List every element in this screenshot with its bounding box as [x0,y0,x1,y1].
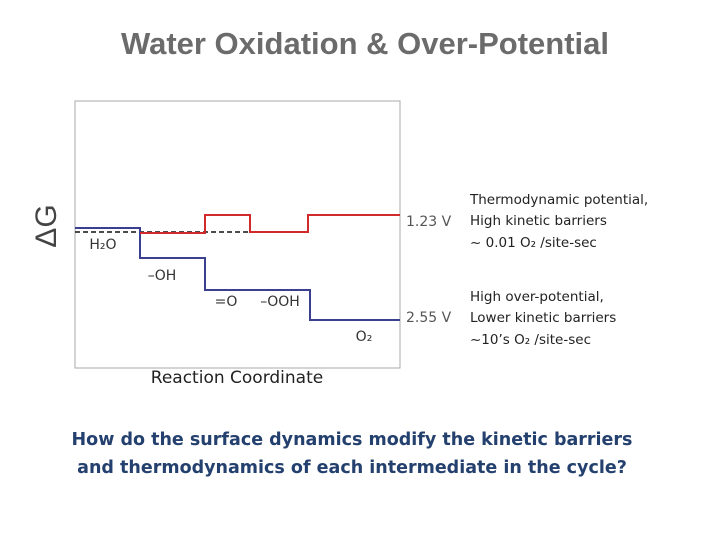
question: and thermodynamics of each intermediate … [77,458,627,478]
question: How do the surface dynamics modify the k… [72,430,633,450]
note: ~10’s O₂ /site-sec [470,332,591,348]
note: Thermodynamic potential, [469,192,648,208]
note: High kinetic barriers [470,213,607,229]
diagram-frame [74,100,401,369]
x-axis-label: Reaction Coordinate [151,368,323,388]
title: Water Oxidation & Over-Potential [121,26,609,61]
note: High over-potential, [470,289,604,305]
state-label: H₂O [89,237,116,253]
state-label: O₂ [356,329,373,345]
red-path [140,214,400,234]
blue-path [75,227,400,321]
note: ~ 0.01 O₂ /site-sec [470,235,597,251]
y-axis-label: ΔG [30,204,63,247]
state-label: –OH [148,268,177,284]
note: Lower kinetic barriers [470,310,616,326]
state-label: =O [215,294,238,310]
potential-label: 1.23 V [406,214,452,230]
state-label: –OOH [260,294,300,310]
potential-label: 2.55 V [406,310,452,326]
